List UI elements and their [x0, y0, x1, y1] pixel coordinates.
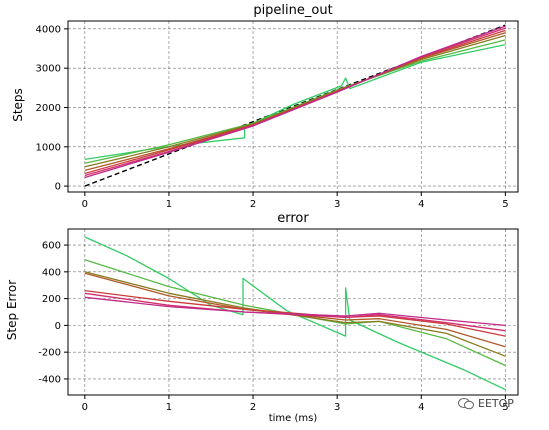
- bottom-x-axis-label: time (ms): [269, 413, 318, 424]
- bottom-panel: error Step Error 0 1 2 3 4 5 -400 -200 0 200 400 6…: [5, 211, 519, 424]
- bottom-x-tick-label: 4: [418, 402, 424, 413]
- top-grid: [68, 21, 518, 192]
- top-series: [84, 24, 506, 187]
- bottom-y-tick-label: 400: [42, 267, 61, 278]
- bottom-y-tick-label: 200: [42, 294, 61, 305]
- bottom-x-tick-label: 5: [502, 402, 508, 413]
- bottom-series-line-3: [84, 272, 506, 348]
- top-series-line-6: [84, 27, 506, 177]
- bottom-y-tick-label: 600: [42, 241, 61, 252]
- bottom-plot-frame: [67, 228, 519, 396]
- bottom-series-line-0: [84, 236, 506, 391]
- bottom-x-tick-label: 2: [250, 402, 256, 413]
- top-series-line-0: [84, 24, 506, 187]
- top-chart-title: pipeline_out: [253, 3, 332, 18]
- bottom-grid: [68, 229, 518, 395]
- top-x-tick-label: 4: [418, 199, 424, 210]
- top-y-tick-label: 2000: [36, 103, 61, 114]
- top-y-tick-label: 0: [55, 182, 61, 193]
- top-plot-frame: [67, 20, 519, 193]
- bottom-chart-title: error: [277, 211, 309, 226]
- bottom-x-tick-label: 3: [334, 402, 340, 413]
- top-y-tick-label: 3000: [36, 64, 61, 75]
- bottom-x-tick-label: 1: [166, 402, 172, 413]
- bottom-series-line-6: [84, 296, 506, 327]
- watermark: EETOP: [458, 397, 514, 410]
- chat-bubble-icon: [458, 397, 474, 409]
- top-y-axis-label: Steps: [11, 88, 25, 122]
- top-series-line-1: [84, 43, 506, 161]
- bottom-y-tick-label: 0: [55, 321, 61, 332]
- bottom-x-ticks: 0 1 2 3 4 5: [82, 395, 509, 413]
- bottom-series-line-5: [84, 292, 506, 332]
- bottom-y-ticks: -400 -200 0 200 400 600: [38, 241, 68, 385]
- top-y-tick-label: 1000: [36, 142, 61, 153]
- top-y-ticks: 0 1000 2000 3000 4000: [36, 24, 68, 193]
- top-panel: pipeline_out Steps 0 1 2 3 4 5 0 1000 2000 3000 4…: [11, 3, 519, 210]
- top-x-tick-label: 5: [502, 199, 508, 210]
- top-x-ticks: 0 1 2 3 4 5: [82, 192, 509, 210]
- top-x-tick-label: 1: [166, 199, 172, 210]
- watermark-text: EETOP: [478, 397, 514, 410]
- top-x-tick-label: 0: [82, 199, 88, 210]
- top-x-tick-label: 2: [250, 199, 256, 210]
- top-y-tick-label: 4000: [36, 24, 61, 35]
- bottom-y-axis-label: Step Error: [5, 280, 19, 340]
- bottom-series-line-2: [84, 271, 506, 357]
- bottom-x-tick-label: 0: [82, 402, 88, 413]
- top-x-tick-label: 3: [334, 199, 340, 210]
- bottom-y-tick-label: -400: [38, 374, 61, 385]
- top-series-line-7: [84, 25, 506, 179]
- bottom-y-tick-label: -200: [38, 348, 61, 359]
- top-series-line-2: [84, 39, 506, 164]
- bottom-series: [84, 236, 506, 391]
